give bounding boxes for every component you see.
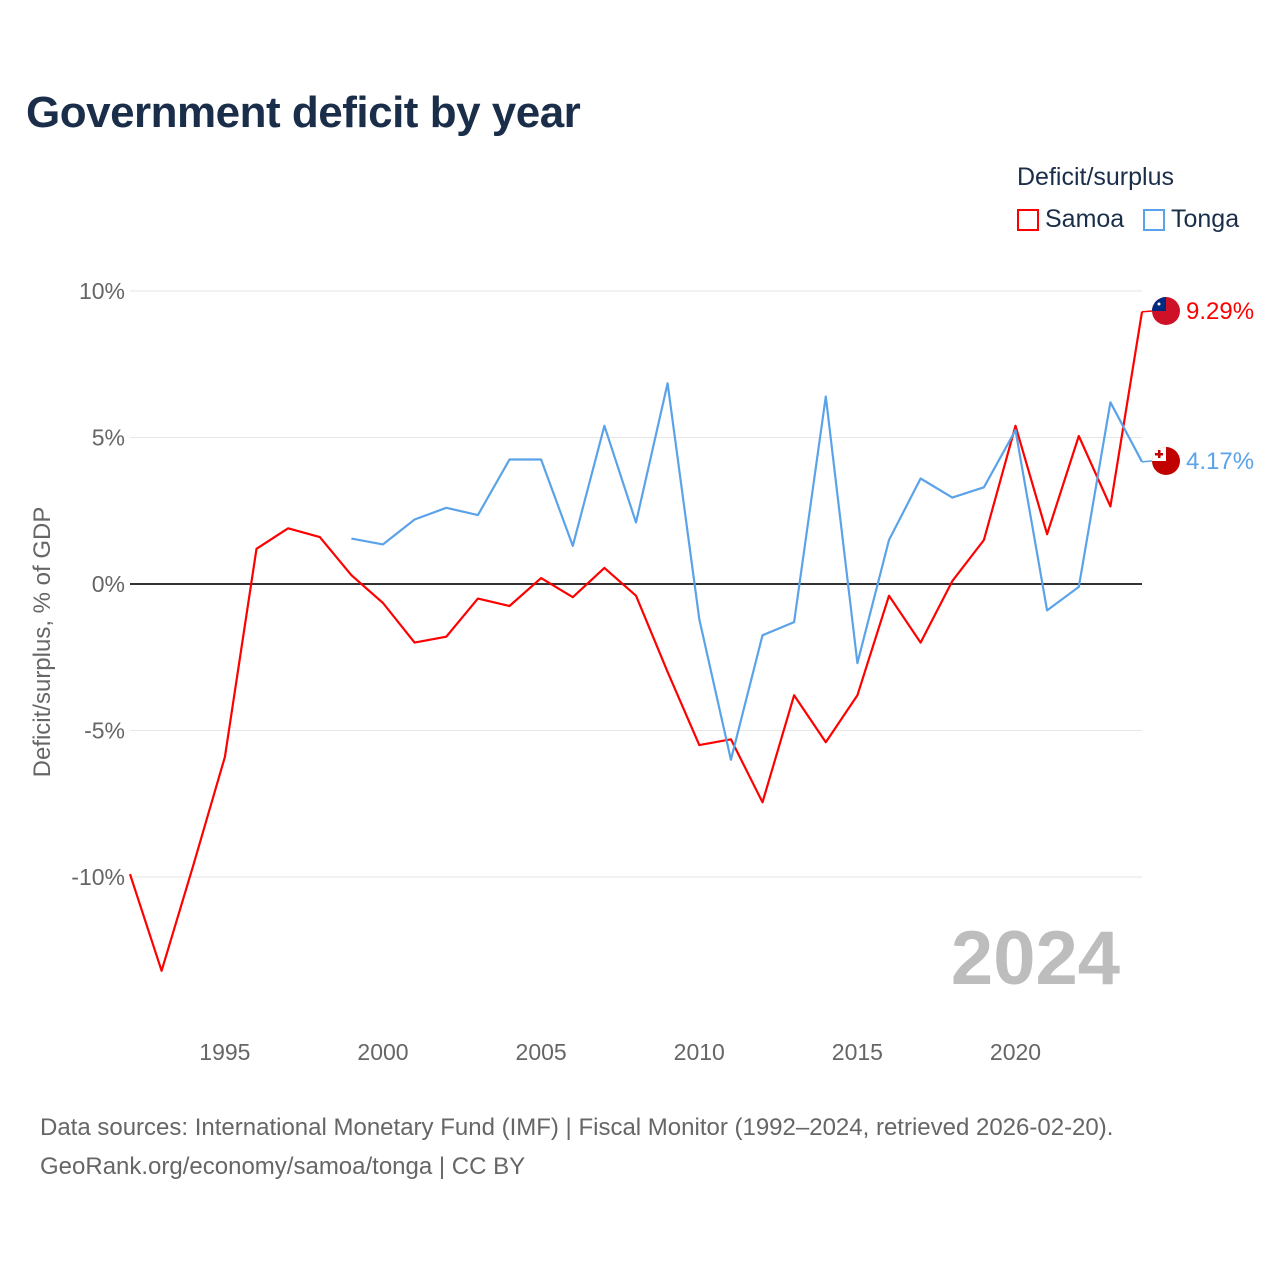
- y-tick-label: -5%: [84, 718, 125, 744]
- data-sources: Data sources: International Monetary Fun…: [40, 1114, 1114, 1141]
- y-tick-label: -10%: [71, 864, 125, 890]
- legend-item-tonga[interactable]: Tonga: [1143, 205, 1239, 234]
- x-tick-label: 2020: [990, 1039, 1041, 1065]
- end-connector: [1141, 460, 1153, 463]
- legend-swatch-samoa: [1017, 208, 1039, 231]
- legend-label: Tonga: [1171, 205, 1240, 233]
- attribution-link[interactable]: GeoRank.org/economy/samoa/tonga | CC BY: [40, 1153, 526, 1180]
- legend-swatch-tonga: [1143, 208, 1165, 231]
- end-value-label: 4.17%: [1186, 448, 1254, 475]
- legend-item-samoa[interactable]: Samoa: [1017, 205, 1124, 234]
- end-connector: [1141, 310, 1153, 313]
- samoa-flag-icon: [1152, 297, 1180, 325]
- series-line-tonga: [351, 382, 1143, 761]
- x-tick-label: 2005: [516, 1039, 567, 1065]
- footer: Data sources: International Monetary Fun…: [40, 1108, 1113, 1186]
- y-tick-label: 0%: [92, 571, 125, 597]
- year-watermark: 2024: [951, 916, 1120, 1001]
- series-line-samoa: [128, 311, 1144, 972]
- x-tick-label: 2015: [832, 1039, 883, 1065]
- y-tick-label: 5%: [92, 425, 125, 451]
- y-tick-label: 10%: [79, 278, 125, 304]
- tonga-flag-icon: [1152, 447, 1180, 475]
- chart-title: Government deficit by year: [26, 88, 581, 137]
- y-axis-label: Deficit/surplus, % of GDP: [29, 507, 56, 778]
- x-tick-label: 2000: [357, 1039, 408, 1065]
- end-value-label: 9.29%: [1186, 298, 1254, 325]
- legend-title: Deficit/surplus: [1017, 163, 1174, 191]
- legend-label: Samoa: [1045, 205, 1125, 233]
- x-tick-label: 1995: [199, 1039, 250, 1065]
- x-tick-label: 2010: [674, 1039, 725, 1065]
